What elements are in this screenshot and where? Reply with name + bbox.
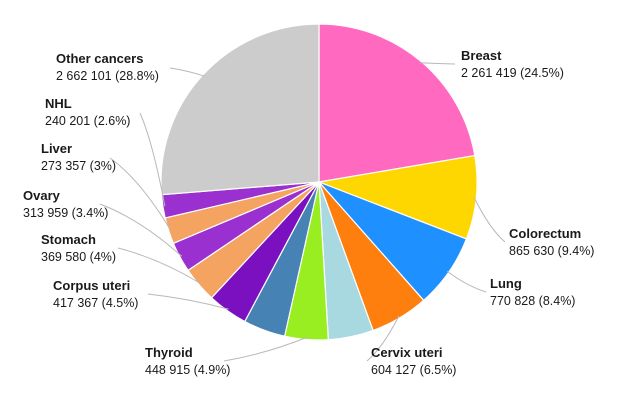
label-value-stomach: 369 580 (4%) xyxy=(41,250,116,264)
label-name-nhl: NHL xyxy=(45,96,72,111)
label-name-breast: Breast xyxy=(461,48,502,63)
label-value-other-cancers: 2 662 101 (28.8%) xyxy=(56,69,159,83)
label-value-nhl: 240 201 (2.6%) xyxy=(45,114,130,128)
leader-stomach xyxy=(117,247,201,284)
label-name-ovary: Ovary xyxy=(23,188,61,203)
leader-lung xyxy=(446,270,487,293)
leader-lines xyxy=(99,62,506,362)
slice-other-cancers xyxy=(160,23,320,196)
leader-thyroid xyxy=(223,337,307,362)
label-value-ovary: 313 959 (3.4%) xyxy=(23,206,108,220)
label-value-cervix-uteri: 604 127 (6.5%) xyxy=(371,363,456,377)
slice-labels: Breast 2 261 419 (24.5%) Colorectum 865 630… xyxy=(23,48,594,377)
leader-other-cancers xyxy=(169,67,205,77)
pie-slices xyxy=(160,23,478,341)
label-value-breast: 2 261 419 (24.5%) xyxy=(461,66,564,80)
label-name-liver: Liver xyxy=(41,141,72,156)
leader-ovary xyxy=(99,203,183,257)
label-value-lung: 770 828 (8.4%) xyxy=(490,294,575,308)
leader-nhl xyxy=(139,112,166,207)
label-name-cervix-uteri: Cervix uteri xyxy=(371,345,443,360)
label-name-lung: Lung xyxy=(490,276,522,291)
label-value-liver: 273 357 (3%) xyxy=(41,159,116,173)
label-name-other-cancers: Other cancers xyxy=(56,51,143,66)
label-name-stomach: Stomach xyxy=(41,232,96,247)
leader-cervix-uteri xyxy=(366,315,400,362)
leader-corpus-uteri xyxy=(147,293,229,310)
slice-breast xyxy=(318,23,476,183)
leader-breast xyxy=(419,62,456,65)
leader-liver xyxy=(109,157,172,231)
label-value-thyroid: 448 915 (4.9%) xyxy=(145,363,230,377)
label-value-colorectum: 865 630 (9.4%) xyxy=(509,244,594,258)
label-name-colorectum: Colorectum xyxy=(509,226,581,241)
leader-colorectum xyxy=(473,197,506,243)
label-name-thyroid: Thyroid xyxy=(145,345,193,360)
label-name-corpus-uteri: Corpus uteri xyxy=(53,278,130,293)
slice-colorectum xyxy=(316,154,478,240)
label-value-corpus-uteri: 417 367 (4.5%) xyxy=(53,296,138,310)
